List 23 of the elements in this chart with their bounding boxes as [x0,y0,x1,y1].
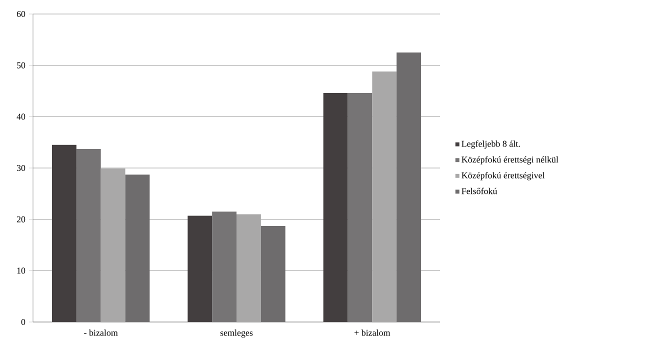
y-tick-label: 0 [21,318,26,326]
x-tick-label: - bizalom [84,330,118,336]
bar [100,168,126,322]
x-tick-label: + bizalom [354,330,390,336]
y-tick-label: 20 [16,216,26,222]
bar [125,174,150,322]
bar [323,93,348,322]
legend-label: Középfokú érettségivel [462,172,545,180]
y-tick-label: 10 [17,268,26,274]
bar [236,214,261,322]
bar [372,71,397,322]
y-tick-label: 30 [16,164,26,172]
bar [260,226,286,322]
bar [188,216,212,322]
y-tick-label: 50 [17,62,26,68]
y-tick-label: 60 [16,10,26,18]
legend-label: Felsőfokú [462,188,498,194]
legend-label: Középfokú érettségi nélkül [462,156,558,164]
legend-label: Legfeljebb 8 ált. [462,140,520,149]
x-tick-label: semleges [220,330,253,338]
bar [396,52,422,322]
bar [52,144,76,322]
y-tick-label: 40 [16,114,26,120]
